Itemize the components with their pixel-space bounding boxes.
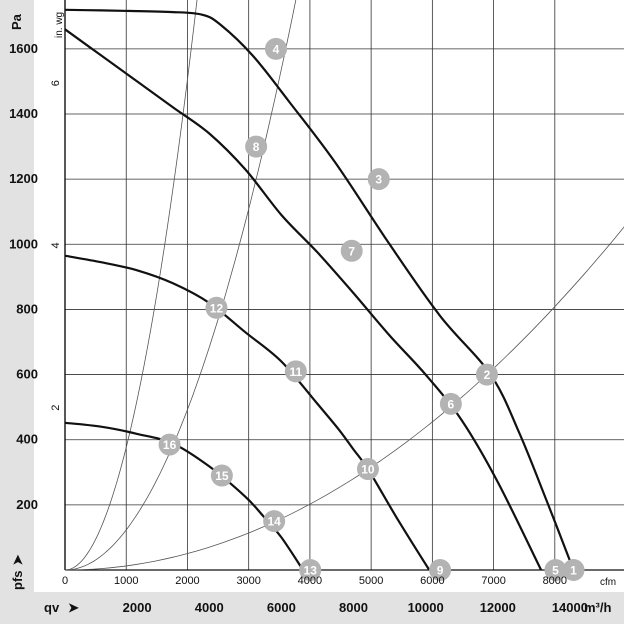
- y-axis-label-pfs: pfs: [10, 571, 25, 591]
- y-axis-unit-pa: Pa: [9, 13, 24, 30]
- operating-point-marker: [158, 433, 181, 456]
- operating-point-label: 13: [304, 564, 318, 578]
- x-tick-label-m3h: 12000: [480, 600, 516, 615]
- system-curves: [64, 0, 624, 571]
- operating-point-marker: [356, 458, 379, 481]
- operating-point-label: 12: [210, 301, 224, 315]
- y-tick-label-pa: 1600: [9, 41, 38, 56]
- operating-point-label: 1: [570, 564, 577, 578]
- system-curve: [64, 226, 624, 571]
- x-tick-label-m3h: 8000: [339, 600, 368, 615]
- operating-point-label: 9: [437, 564, 444, 578]
- x-tick-label-cfm: 6000: [420, 575, 444, 587]
- operating-point-marker: [439, 392, 462, 415]
- x-axis-unit-m3h: m³/h: [584, 600, 612, 615]
- system-curve: [64, 0, 198, 571]
- x-tick-label-cfm: 4000: [298, 575, 322, 587]
- system-curve: [64, 0, 297, 571]
- x-tick-label-cfm: 3000: [236, 575, 260, 587]
- fan-curve: [64, 8, 575, 571]
- operating-point-marker: [205, 296, 228, 319]
- x-tick-label-cfm: 7000: [481, 575, 505, 587]
- operating-point-label: 14: [267, 515, 281, 529]
- operating-point-marker: [263, 510, 286, 533]
- grid-lines: [64, 0, 624, 571]
- fan-curve: [64, 254, 431, 571]
- operating-point-label: 4: [273, 42, 280, 56]
- operating-point-label: 7: [348, 244, 355, 258]
- y-tick-label-pa: 600: [16, 367, 38, 382]
- x-tick-label-cfm: 8000: [543, 575, 567, 587]
- y-tick-label-inwg: 6: [50, 80, 62, 86]
- x-tick-label-m3h: 10000: [408, 600, 444, 615]
- y-tick-label-pa: 1400: [9, 106, 38, 121]
- y-axis-arrow-icon: ➤: [10, 554, 25, 565]
- operating-point-label: 11: [289, 365, 302, 379]
- operating-point-marker: [245, 135, 268, 158]
- fan-curve: [64, 421, 304, 571]
- operating-point-label: 16: [163, 438, 177, 452]
- y-tick-label-pa: 1200: [9, 171, 38, 186]
- x-tick-label-m3h: 4000: [195, 600, 224, 615]
- x-tick-label-cfm: 5000: [359, 575, 383, 587]
- y-tick-label-pa: 200: [16, 497, 38, 512]
- y-tick-label-inwg: 4: [50, 242, 62, 248]
- operating-point-marker: [475, 363, 498, 386]
- bottom-axis-band: [0, 592, 624, 624]
- operating-point-marker: [429, 559, 452, 581]
- operating-point-marker: [264, 37, 287, 60]
- x-tick-label-cfm: 0: [62, 575, 68, 587]
- fan-curves: [64, 8, 575, 571]
- operating-point-marker: [210, 464, 233, 487]
- y-tick-label-pa: 800: [16, 301, 38, 316]
- y-tick-label-pa: 1000: [9, 236, 38, 251]
- operating-point-marker: [284, 360, 307, 383]
- x-axis-label-qv: qv: [44, 600, 60, 615]
- operating-point-label: 15: [215, 469, 229, 483]
- operating-point-marker: [367, 168, 390, 191]
- x-axis-unit-cfm: cfm: [600, 577, 616, 588]
- operating-point-label: 8: [253, 140, 260, 154]
- operating-point-marker: [562, 559, 585, 581]
- y-axis-unit-inwg: in. wg: [54, 12, 65, 38]
- operating-point-label: 6: [448, 397, 455, 411]
- x-axis-arrow-icon: ➤: [68, 600, 79, 615]
- y-tick-label-pa: 400: [16, 432, 38, 447]
- axis-labels: Pa in. wg pfs ➤ qv ➤ m³/h cfm 200 400 600 8…: [9, 12, 616, 615]
- operating-point-label: 5: [552, 564, 559, 578]
- operating-point-marker: [544, 559, 567, 581]
- x-tick-label-cfm: 2000: [175, 575, 199, 587]
- operating-point-marker: [299, 559, 322, 581]
- x-tick-label-m3h: 6000: [267, 600, 296, 615]
- operating-point-label: 2: [484, 368, 491, 382]
- x-tick-label-m3h: 14000: [552, 600, 588, 615]
- x-tick-label-cfm: 1000: [114, 575, 138, 587]
- left-axis-band: [0, 0, 34, 624]
- operating-point-label: 3: [375, 173, 382, 187]
- operating-point-marker: [340, 239, 363, 262]
- x-tick-label-m3h: 2000: [123, 600, 152, 615]
- operating-point-label: 10: [361, 463, 375, 477]
- fan-curve: [64, 28, 543, 571]
- y-tick-label-inwg: 2: [50, 405, 62, 411]
